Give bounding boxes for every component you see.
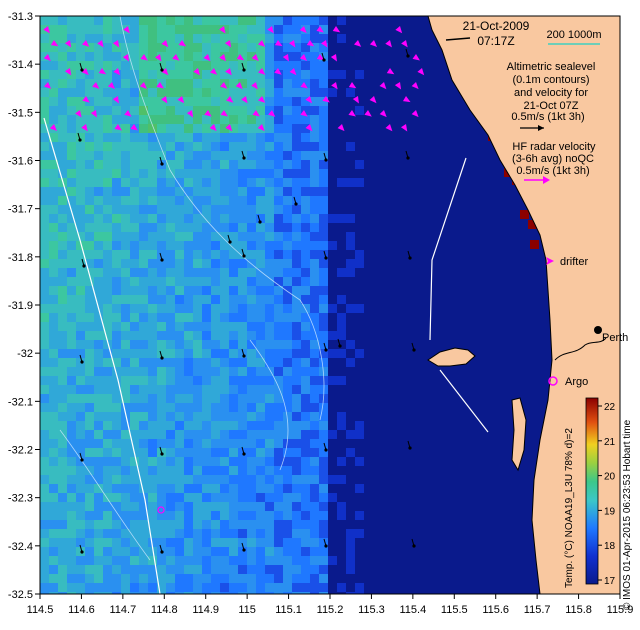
y-tick-label: -32.1: [8, 396, 33, 408]
sealevel-line-4: 21-Oct 07Z: [523, 100, 578, 112]
garden-island: [511, 397, 527, 472]
y-tick-label: -32: [17, 348, 33, 360]
x-tick-label: 114.9: [192, 604, 219, 616]
time-label: 07:17Z: [477, 34, 514, 48]
x-tick-label: 114.5: [27, 604, 54, 616]
drifter-label: drifter: [560, 256, 588, 268]
sealevel-line-1: Altimetric sealevel: [507, 61, 596, 73]
hf-radar-legend: HF radar velocity (3-6h avg) noQC 0.5m/s…: [512, 141, 596, 177]
y-tick-label: -31.7: [8, 204, 33, 216]
sealevel-legend: Altimetric sealevel (0.1m contours) and …: [507, 61, 596, 123]
x-tick-label: 114.6: [68, 604, 95, 616]
y-axis: -31.3 -31.4 -31.5 -31.6 -31.7 -31.8 -31.9 -32 -3…: [8, 11, 40, 601]
colorbar-tick-label: 22: [604, 402, 616, 413]
x-tick-label: 114.7: [109, 604, 136, 616]
drifter-marker: [546, 257, 554, 265]
x-tick-label: 115.5: [441, 604, 468, 616]
sealevel-line-5: 0.5m/s (1kt 3h): [511, 111, 584, 123]
x-tick-label: 115.7: [524, 604, 551, 616]
x-tick-label: 115.2: [317, 604, 344, 616]
x-tick-label: 115.4: [399, 604, 426, 616]
perth-marker: [594, 326, 602, 334]
date-label: 21-Oct-2009: [463, 19, 530, 33]
x-tick-label: 114.8: [151, 604, 178, 616]
altimetry-vectors: [77, 48, 416, 554]
argo-float-marker: [157, 506, 165, 514]
colorbar-title: Temp. (°C) NOAA19_L3U 78% d)=2: [564, 428, 575, 588]
bathymetry-lines: [43, 117, 489, 594]
scalebar-label: 200 1000m: [546, 29, 601, 41]
y-tick-label: -31.6: [8, 156, 33, 168]
colorbar-tick-label: 21: [604, 437, 616, 448]
swan-river: [554, 337, 607, 361]
y-tick-label: -31.4: [8, 59, 33, 71]
land-mainland: [427, 16, 620, 594]
hf-radar-line-2: (3-6h avg) noQC: [512, 153, 594, 165]
sealevel-contours: [59, 16, 325, 561]
hf-radar-arrow-head: [543, 176, 550, 184]
argo-marker: [548, 376, 558, 386]
x-axis: 114.5 114.6 114.7 114.8 114.9 115 115.1 115.2 11…: [27, 594, 634, 616]
x-tick-label: 115.3: [358, 604, 385, 616]
y-tick-label: -31.3: [8, 11, 33, 23]
x-tick-label: 115.8: [565, 604, 592, 616]
hf-radar-arrows: [43, 26, 425, 132]
y-tick-label: -32.4: [8, 541, 33, 553]
warm-cell: [530, 240, 539, 249]
sealevel-arrow-head: [538, 125, 544, 131]
argo-label: Argo: [565, 376, 588, 388]
warm-cell: [520, 210, 529, 219]
y-tick-label: -31.9: [8, 300, 33, 312]
hf-radar-line-3: 0.5m/s (1kt 3h): [516, 165, 589, 177]
date-pointer-line: [445, 37, 471, 41]
colorbar: [585, 397, 599, 585]
y-tick-label: -32.2: [8, 445, 33, 457]
x-tick-label: 115: [238, 604, 256, 616]
colorbar-tick-label: 17: [604, 576, 616, 587]
x-tick-label: 115.6: [482, 604, 509, 616]
y-tick-label: -32.3: [8, 493, 33, 505]
credit-label: © IMOS 01-Apr-2015 06:23:53 Hobart time: [622, 419, 633, 610]
x-tick-label: 115.1: [275, 604, 302, 616]
y-tick-label: -31.8: [8, 252, 33, 264]
sealevel-line-2: (0.1m contours): [512, 74, 589, 86]
colorbar-tick-label: 19: [604, 506, 616, 517]
x-tick-label: 115.9: [607, 604, 634, 616]
rottnest-island: [427, 347, 476, 367]
colorbar-tick-label: 20: [604, 472, 616, 483]
y-tick-label: -32.5: [8, 589, 33, 601]
map-plot-area: [40, 16, 620, 594]
colorbar-ticks: 17 18 19 20 21 22: [598, 402, 616, 587]
y-tick-label: -31.5: [8, 107, 33, 119]
warm-cell: [528, 220, 537, 229]
colorbar-tick-label: 18: [604, 541, 616, 552]
hf-radar-line-1: HF radar velocity: [512, 141, 596, 153]
perth-label: Perth: [602, 332, 628, 344]
sealevel-line-3: and velocity for: [514, 87, 588, 99]
